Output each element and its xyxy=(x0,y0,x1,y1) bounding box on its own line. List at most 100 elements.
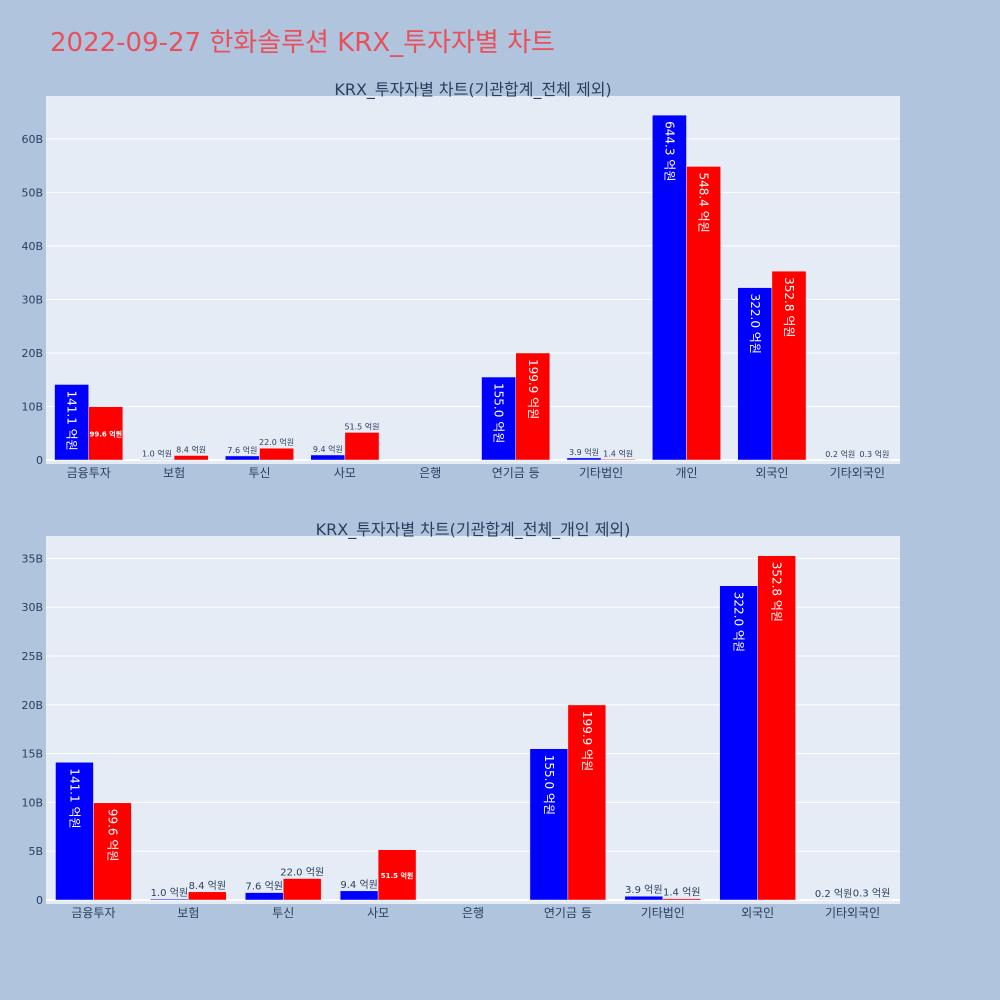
bar xyxy=(686,166,721,461)
data-label: 1.0 억원 xyxy=(142,448,172,458)
bar xyxy=(225,455,260,461)
page-title: 2022-09-27 한화솔루션 KRX_투자자별 차트 xyxy=(50,28,555,58)
data-label: 9.4 억원 xyxy=(313,444,343,454)
y-tick-label: 10B xyxy=(21,400,43,413)
subplot-title: KRX_투자자별 차트(기관합계_전체 제외) xyxy=(334,80,611,100)
data-label: 0.2 억원 xyxy=(825,449,855,459)
bar xyxy=(310,454,346,461)
data-label: 155.0 억원 xyxy=(542,755,556,815)
bar xyxy=(662,898,701,901)
bar xyxy=(529,748,569,901)
x-tick-label: 기타외국인 xyxy=(830,466,885,480)
x-tick-label: 사모 xyxy=(367,906,389,920)
x-tick-label: 투신 xyxy=(248,466,270,480)
bar xyxy=(282,878,322,901)
data-label: 3.9 억원 xyxy=(625,884,662,896)
data-label: 1.4 억원 xyxy=(603,448,633,458)
data-label: 8.4 억원 xyxy=(176,445,206,455)
y-tick-label: 20B xyxy=(21,347,43,360)
data-label: 0.3 억원 xyxy=(859,449,889,459)
bar xyxy=(757,555,796,901)
y-tick-label: 60B xyxy=(21,133,43,146)
bar xyxy=(719,585,758,901)
y-tick-label: 25B xyxy=(21,650,43,663)
data-label: 8.4 억원 xyxy=(189,880,226,892)
x-tick-label: 연기금 등 xyxy=(492,466,540,480)
data-label: 141.1 억원 xyxy=(67,768,81,828)
bar xyxy=(88,406,124,461)
x-tick-label: 은행 xyxy=(462,905,484,920)
data-label: 322.0 억원 xyxy=(748,294,762,354)
bar xyxy=(54,384,89,461)
data-label: 352.8 억원 xyxy=(770,562,784,622)
y-tick-label: 0 xyxy=(36,454,43,467)
x-tick-label: 기타법인 xyxy=(579,466,623,480)
data-label: 51.5 억원 xyxy=(381,871,414,880)
y-tick-label: 50B xyxy=(21,186,43,199)
data-label: 548.4 억원 xyxy=(697,172,711,232)
bar xyxy=(150,898,189,901)
bar xyxy=(652,114,687,461)
data-label: 99.6 억원 xyxy=(89,429,122,438)
bar xyxy=(188,891,227,901)
y-tick-label: 15B xyxy=(21,748,43,761)
x-tick-label: 금융투자 xyxy=(67,466,111,480)
y-tick-label: 0 xyxy=(36,894,43,907)
chart-1: 0 10B 20B 30B 40B 50B 60B KRX_투자자별 차트(기관합계_전체 제… xyxy=(21,80,900,480)
bar xyxy=(567,704,607,901)
bar xyxy=(245,892,284,901)
x-tick-label: 연기금 등 xyxy=(544,906,592,920)
bar xyxy=(259,447,294,461)
subplot-title: KRX_투자자별 차트(기관합계_전체_개인 제외) xyxy=(316,520,631,540)
x-tick-label: 보험 xyxy=(163,466,185,480)
data-label: 99.6 억원 xyxy=(105,809,119,862)
bar xyxy=(771,270,807,461)
data-label: 1.0 억원 xyxy=(151,887,188,899)
bar xyxy=(344,432,380,461)
data-label: 22.0 억원 xyxy=(259,437,294,447)
data-label: 352.8 억원 xyxy=(782,277,796,337)
x-tick-label: 외국인 xyxy=(755,466,788,480)
x-tick-label: 사모 xyxy=(334,466,356,480)
data-label: 51.5 억원 xyxy=(344,421,379,431)
data-label: 7.6 억원 xyxy=(246,881,283,893)
data-label: 22.0 억원 xyxy=(280,867,324,879)
bar xyxy=(566,457,602,461)
x-tick-label: 개인 xyxy=(675,466,697,480)
bar xyxy=(55,762,94,901)
bar xyxy=(377,849,417,901)
data-label: 199.9 억원 xyxy=(580,711,594,771)
data-label: 1.4 억원 xyxy=(663,887,700,899)
data-label: 322.0 억원 xyxy=(732,592,746,652)
x-tick-label: 금융투자 xyxy=(71,906,115,920)
data-label: 0.3 억원 xyxy=(853,888,890,900)
bar xyxy=(737,287,773,461)
bar xyxy=(173,455,209,461)
x-tick-label: 기타법인 xyxy=(641,906,685,920)
bar xyxy=(600,459,636,461)
bar xyxy=(139,459,175,461)
bar xyxy=(624,895,664,901)
y-tick-label: 10B xyxy=(21,796,43,809)
y-tick-label: 30B xyxy=(21,601,43,614)
data-label: 3.9 억원 xyxy=(569,447,599,457)
x-tick-label: 은행 xyxy=(419,465,441,480)
x-tick-label: 기타외국인 xyxy=(825,906,880,920)
bar xyxy=(339,890,379,901)
y-tick-label: 40B xyxy=(21,240,43,253)
data-label: 0.2 억원 xyxy=(815,888,852,900)
data-label: 644.3 억원 xyxy=(662,121,676,181)
data-label: 155.0 억원 xyxy=(492,383,506,443)
bar xyxy=(93,802,132,901)
data-label: 199.9 억원 xyxy=(526,359,540,419)
x-tick-label: 투신 xyxy=(272,906,294,920)
data-label: 141.1 억원 xyxy=(65,390,79,450)
bar xyxy=(515,352,551,461)
x-tick-label: 보험 xyxy=(177,906,199,920)
chart-2: 0 5B 10B 15B 20B 25B 30B 35B KRX_투자자별 차트(기관합계_전체… xyxy=(21,520,900,920)
y-tick-label: 5B xyxy=(28,845,43,858)
y-tick-label: 20B xyxy=(21,699,43,712)
x-tick-label: 외국인 xyxy=(741,906,774,920)
y-tick-label: 30B xyxy=(21,293,43,306)
